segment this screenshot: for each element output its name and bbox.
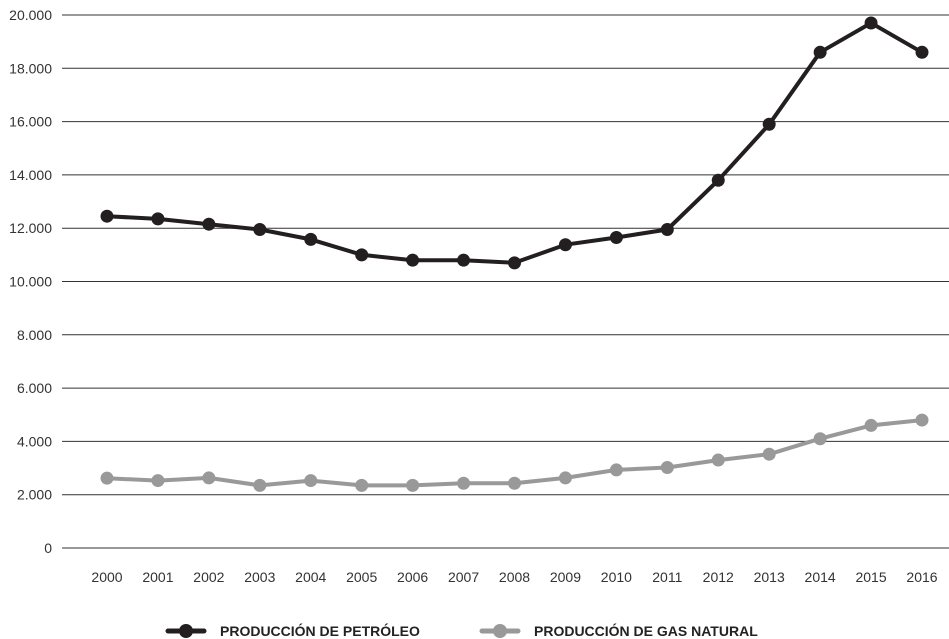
y-axis-tick-labels: 0 2.000 4.000 6.000 8.000 10.000 12.000 14.000 1… — [9, 7, 52, 556]
data-point — [457, 476, 471, 490]
x-tick-label: 2004 — [295, 569, 326, 585]
x-tick-label: 2015 — [855, 569, 886, 585]
data-point — [813, 432, 827, 446]
data-point — [609, 463, 623, 477]
y-tick-label: 4.000 — [17, 433, 52, 449]
x-tick-label: 2002 — [193, 569, 224, 585]
x-tick-label: 2008 — [499, 569, 530, 585]
data-point — [457, 253, 471, 267]
series-line — [105, 21, 924, 265]
data-point — [355, 478, 369, 492]
legend-marker — [493, 624, 507, 638]
legend-label: PRODUCCIÓN DE GAS NATURAL — [534, 622, 758, 639]
y-tick-label: 10.000 — [9, 274, 52, 290]
data-point — [915, 413, 929, 427]
data-point — [202, 217, 216, 231]
data-point — [355, 248, 369, 262]
x-tick-label: 2014 — [805, 569, 836, 585]
data-point — [609, 231, 623, 245]
data-point — [151, 474, 165, 488]
data-point — [558, 238, 572, 252]
legend-item-0: PRODUCCIÓN DE PETRÓLEO — [165, 622, 420, 639]
series-line — [105, 418, 924, 488]
y-tick-label: 8.000 — [17, 327, 52, 343]
y-tick-label: 0 — [44, 540, 52, 556]
data-point — [864, 418, 878, 432]
data-point — [864, 16, 878, 30]
y-tick-label: 6.000 — [17, 380, 52, 396]
data-point — [711, 453, 725, 467]
series-1 — [100, 413, 929, 492]
y-tick-label: 14.000 — [9, 167, 52, 183]
grid-lines — [62, 14, 949, 549]
x-tick-label: 2010 — [601, 569, 632, 585]
data-point — [711, 173, 725, 187]
data-point — [813, 45, 827, 59]
data-point — [915, 45, 929, 59]
x-tick-label: 2016 — [906, 569, 937, 585]
x-tick-label: 2000 — [91, 569, 122, 585]
data-point — [508, 476, 521, 490]
data-point — [253, 223, 267, 237]
legend-item-1: PRODUCCIÓN DE GAS NATURAL — [479, 622, 758, 639]
data-point — [558, 471, 572, 485]
x-axis-tick-labels: 2000 2001 2002 2003 2004 2005 2006 2007 2008 2009… — [91, 569, 937, 585]
y-tick-label: 20.000 — [9, 7, 52, 23]
chart-series — [100, 16, 929, 492]
data-point — [660, 223, 674, 237]
x-tick-label: 2005 — [346, 569, 377, 585]
legend-marker — [179, 624, 193, 638]
data-point — [762, 447, 776, 461]
series-0 — [100, 16, 929, 270]
data-point — [660, 461, 674, 475]
x-tick-label: 2003 — [244, 569, 275, 585]
x-tick-label: 2001 — [142, 569, 173, 585]
y-tick-label: 18.000 — [9, 60, 52, 76]
x-tick-label: 2013 — [754, 569, 785, 585]
legend-label: PRODUCCIÓN DE PETRÓLEO — [220, 622, 420, 639]
data-point — [151, 212, 165, 226]
y-tick-label: 2.000 — [17, 487, 52, 503]
data-point — [304, 232, 318, 246]
x-tick-label: 2007 — [448, 569, 479, 585]
data-point — [100, 209, 114, 223]
data-point — [100, 471, 114, 485]
data-point — [406, 253, 420, 267]
x-tick-label: 2012 — [703, 569, 734, 585]
x-tick-label: 2006 — [397, 569, 428, 585]
data-point — [202, 471, 216, 485]
data-point — [762, 117, 776, 131]
chart-legend: PRODUCCIÓN DE PETRÓLEO PRODUCCIÓN DE GAS … — [165, 622, 758, 639]
x-tick-label: 2011 — [652, 569, 682, 585]
x-tick-label: 2009 — [550, 569, 581, 585]
data-point — [304, 474, 318, 488]
data-point — [253, 478, 267, 492]
data-point — [406, 478, 420, 492]
data-point — [508, 256, 521, 270]
y-tick-label: 12.000 — [9, 220, 52, 236]
y-tick-label: 16.000 — [9, 114, 52, 130]
